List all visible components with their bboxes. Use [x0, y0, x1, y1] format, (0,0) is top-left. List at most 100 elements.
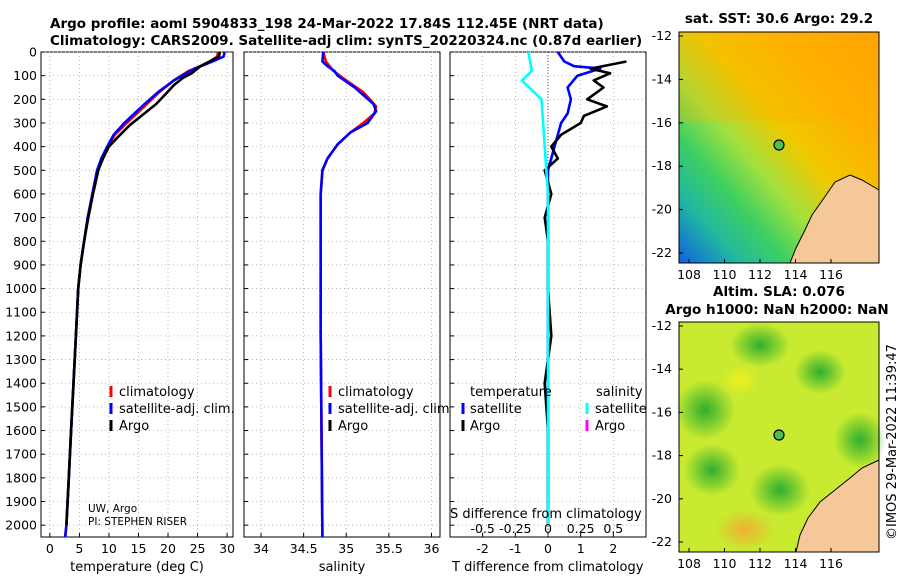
sla-title-line2: Argo h1000: NaN h2000: NaN	[665, 302, 888, 318]
lat-tick-label: -18	[652, 448, 672, 463]
lat-tick-label: -22	[652, 245, 672, 260]
x-tick-label: 2	[609, 541, 617, 556]
legend-sal-satellite-label: satellite	[595, 402, 647, 417]
salinity-xlabel: salinity	[319, 560, 366, 575]
x-tick-label: 34	[253, 541, 269, 556]
note-line1: UW, Argo	[88, 503, 137, 515]
depth-tick-label: 1700	[5, 447, 37, 462]
legend-satellite-label: satellite-adj. clim.	[119, 402, 235, 417]
sla-argo-marker	[773, 429, 785, 441]
sst-warm-band	[679, 32, 879, 122]
lat-tick-label: -20	[652, 202, 672, 217]
top-tick-label: -0.25	[499, 521, 531, 536]
top-tick-label: 0.5	[603, 521, 623, 536]
temperature-xlabel: temperature (deg C)	[70, 560, 204, 575]
lat-tick-label: -22	[652, 534, 672, 549]
lat-tick-label: -18	[652, 158, 672, 173]
sla-map-frame	[678, 321, 880, 553]
salinity-axes	[243, 51, 441, 538]
x-tick-label: 0	[46, 541, 54, 556]
x-tick-label: 30	[219, 541, 235, 556]
x-tick-label: 0	[544, 541, 552, 556]
difference-panel: -2 -1 0 1 2 -0.5 -0.25 0 0.25 0.5 S difference f…	[449, 51, 647, 575]
lon-tick-label: 108	[677, 267, 701, 282]
temperature-legend: climatology satellite-adj. clim. Argo	[109, 385, 235, 434]
sla-title-line1: Altim. SLA: 0.076	[713, 284, 845, 300]
depth-tick-label: 200	[13, 92, 37, 107]
lon-tick-label: 116	[819, 267, 843, 282]
lon-tick-label: 110	[713, 267, 737, 282]
lon-tick-label: 114	[784, 267, 808, 282]
depth-tick-label: 400	[13, 139, 37, 154]
x-tick-label: -1	[509, 541, 521, 556]
depth-tick-label: 100	[13, 68, 37, 83]
depth-tick-label: 900	[13, 257, 37, 272]
sla-blob	[834, 412, 886, 468]
depth-tick-label: 1100	[5, 305, 37, 320]
sla-blob	[675, 380, 735, 440]
sst-map: sat. SST: 30.6 Argo: 29.2 -12 -14 -16 -18 -2…	[652, 11, 880, 282]
depth-tick-label: 1500	[5, 399, 37, 414]
lon-tick-label: 110	[713, 556, 737, 571]
depth-tick-label: 300	[13, 115, 37, 130]
lat-tick-label: -12	[652, 318, 672, 333]
x-tick-label: 35	[338, 541, 354, 556]
legend-temperature-header: temperature	[470, 385, 552, 400]
lon-tick-label: 112	[748, 267, 772, 282]
lon-tick-label: 116	[819, 556, 843, 571]
header-line1: Argo profile: aoml 5904833_198 24-Mar-20…	[50, 16, 604, 32]
x-tick-label: -2	[476, 541, 488, 556]
legend-satellite-label: satellite-adj. clim.	[338, 402, 454, 417]
series-line-temperature-argo	[543, 60, 627, 526]
salinity-panel: 34 34.5 35 35.5 36 salinity climatology sate…	[243, 51, 454, 575]
x-tick-label: 20	[160, 541, 176, 556]
sla-map: Altim. SLA: 0.076 Argo h1000: NaN h2000:…	[652, 284, 889, 571]
depth-tick-label: 1900	[5, 494, 37, 509]
x-tick-label: 10	[101, 541, 117, 556]
lon-tick-label: 108	[677, 556, 701, 571]
legend-temp-satellite-label: satellite	[470, 402, 522, 417]
temperature-axes	[40, 51, 234, 538]
depth-tick-label: 600	[13, 186, 37, 201]
sst-map-title: sat. SST: 30.6 Argo: 29.2	[685, 11, 873, 27]
x-tick-label: 15	[131, 541, 147, 556]
legend-salinity-header: salinity	[596, 385, 643, 400]
lat-tick-label: -16	[652, 115, 672, 130]
sla-blob	[730, 323, 790, 367]
top-tick-label: 0.25	[567, 521, 595, 536]
lat-tick-label: -16	[652, 404, 672, 419]
sla-high	[720, 364, 760, 396]
series-line-argo	[65, 51, 222, 526]
temperature-panel: 0100200300400500600700800900100011001200…	[5, 45, 235, 576]
t-difference-label: T difference from climatology	[451, 560, 644, 575]
depth-tick-label: 1400	[5, 376, 37, 391]
x-tick-label: 36	[424, 541, 440, 556]
lon-tick-label: 112	[748, 556, 772, 571]
lat-tick-label: -20	[652, 491, 672, 506]
depth-tick-label: 500	[13, 163, 37, 178]
depth-tick-label: 1600	[5, 423, 37, 438]
difference-legend: temperature salinity satellite Argo sate…	[461, 385, 647, 434]
x-tick-label: 34.5	[290, 541, 318, 556]
sla-blob	[684, 444, 740, 496]
legend-climatology-label: climatology	[119, 385, 195, 400]
depth-tick-label: 700	[13, 210, 37, 225]
lat-tick-label: -12	[652, 28, 672, 43]
lon-tick-label: 114	[784, 556, 808, 571]
sst-map-frame	[678, 31, 880, 264]
legend-climatology-label: climatology	[338, 385, 414, 400]
x-tick-label: 35.5	[375, 541, 403, 556]
series-line-salinity-satellite	[520, 51, 550, 526]
depth-tick-label: 1300	[5, 352, 37, 367]
s-difference-label: S difference from climatology	[450, 507, 642, 522]
depth-tick-label: 0	[29, 45, 37, 60]
legend-argo-label: Argo	[338, 419, 368, 434]
series-line-temperature-satellite	[546, 51, 602, 526]
series-line-satellite-adj-clim-	[319, 51, 378, 538]
top-tick-label: -0.5	[470, 521, 494, 536]
depth-tick-label: 1800	[5, 470, 37, 485]
depth-tick-label: 1200	[5, 328, 37, 343]
x-tick-label: 25	[190, 541, 206, 556]
legend-argo-label: Argo	[119, 419, 149, 434]
